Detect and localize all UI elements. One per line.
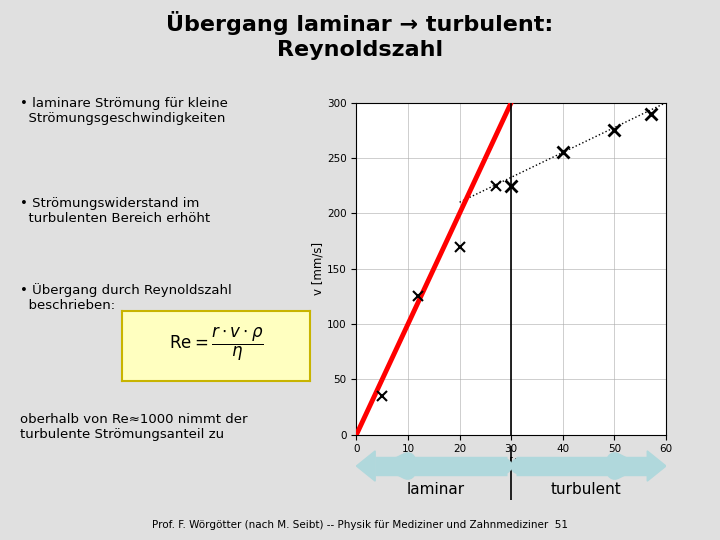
Text: oberhalb von Re≈1000 nimmt der
turbulente Strömungsanteil zu: oberhalb von Re≈1000 nimmt der turbulent…	[20, 413, 248, 441]
Text: laminar: laminar	[407, 482, 465, 497]
Text: • Übergang durch Reynoldszahl
  beschrieben:: • Übergang durch Reynoldszahl beschriebe…	[20, 283, 232, 312]
Text: Übergang laminar → turbulent:
Reynoldszahl: Übergang laminar → turbulent: Reynoldsza…	[166, 11, 554, 59]
Text: Prof. F. Wörgötter (nach M. Seibt) -- Physik für Mediziner und Zahnmediziner  51: Prof. F. Wörgötter (nach M. Seibt) -- Ph…	[152, 520, 568, 530]
Text: $\mathrm{Re} = \dfrac{r \cdot v \cdot \rho}{\eta}$: $\mathrm{Re} = \dfrac{r \cdot v \cdot \r…	[168, 325, 264, 363]
Y-axis label: v [mm/s]: v [mm/s]	[311, 242, 324, 295]
Text: turbulent: turbulent	[551, 482, 621, 497]
Text: • Strömungswiderstand im
  turbulenten Bereich erhöht: • Strömungswiderstand im turbulenten Ber…	[20, 197, 210, 225]
X-axis label: Δp [Pa]: Δp [Pa]	[490, 457, 532, 470]
Polygon shape	[356, 451, 375, 481]
Polygon shape	[647, 451, 666, 481]
Text: • laminare Strömung für kleine
  Strömungsgeschwindigkeiten: • laminare Strömung für kleine Strömungs…	[20, 97, 228, 125]
